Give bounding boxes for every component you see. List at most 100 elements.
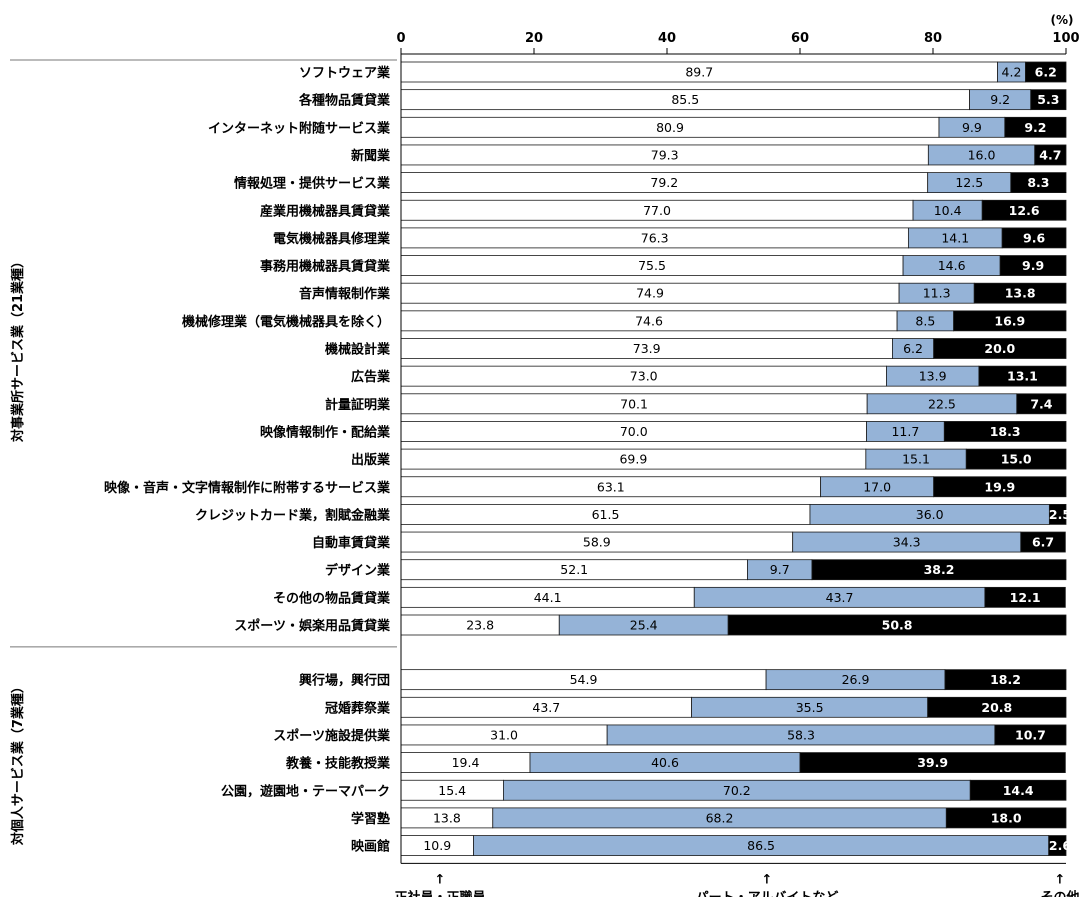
category-label: 自動車賃貸業: [312, 535, 391, 551]
data-label: 73.0: [630, 369, 658, 384]
data-label: 23.8: [466, 618, 494, 633]
data-label: 63.1: [597, 479, 625, 494]
bar-segment-2: [933, 338, 1067, 359]
data-label: 73.9: [633, 341, 661, 356]
data-label: 70.1: [620, 396, 648, 411]
data-label: 74.9: [636, 286, 664, 301]
category-label: 広告業: [351, 369, 391, 385]
data-label: 11.7: [891, 424, 919, 439]
data-label: 15.0: [1001, 452, 1032, 467]
bar-segment-2: [933, 476, 1067, 498]
data-label: 17.0: [863, 479, 891, 494]
bar-segment-2: [978, 365, 1067, 387]
category-label: 出版業: [351, 452, 391, 468]
series-arrow: ↑: [1055, 872, 1066, 887]
unit-label: (%): [1051, 13, 1074, 27]
data-label: 36.0: [916, 507, 944, 522]
data-label: 14.1: [941, 230, 969, 245]
data-label: 4.7: [1039, 147, 1061, 162]
data-label: 10.4: [934, 203, 962, 218]
data-label: 9.2: [1024, 120, 1046, 135]
bar-segment-2: [943, 421, 1067, 442]
bar-segment-2: [1004, 116, 1067, 138]
bar-segment-2: [1016, 393, 1067, 415]
data-label: 79.2: [650, 175, 678, 190]
series-label: 正社員・正職員: [394, 889, 485, 897]
data-label: 58.9: [583, 535, 611, 550]
data-label: 20.8: [981, 700, 1012, 715]
data-label: 14.4: [1003, 783, 1034, 798]
data-label: 6.7: [1032, 535, 1054, 550]
data-label: 70.0: [620, 424, 648, 439]
data-label: 54.9: [570, 672, 598, 687]
data-label: 19.4: [452, 755, 480, 770]
category-label: 産業用機械器具賃貸業: [260, 203, 391, 219]
data-label: 69.9: [619, 452, 647, 467]
data-label: 18.0: [991, 810, 1022, 825]
bar-segment-2: [799, 752, 1066, 773]
category-label: 事務用機械器具賃貸業: [260, 259, 391, 275]
category-label: 各種物品賃貸業: [298, 93, 391, 109]
data-label: 14.6: [938, 258, 966, 273]
data-label: 9.9: [1022, 258, 1044, 273]
data-label: 43.7: [826, 590, 854, 605]
bar-segment-2: [727, 614, 1067, 636]
series-arrow: ↑: [762, 872, 773, 887]
data-label: 61.5: [592, 507, 620, 522]
data-label: 9.7: [770, 562, 790, 577]
bar-segment-2: [1034, 144, 1067, 166]
data-label: 13.8: [1005, 286, 1036, 301]
category-label: クレジットカード業，割賦金融業: [195, 507, 391, 523]
data-label: 9.2: [990, 92, 1010, 107]
category-label: 情報処理・提供サービス業: [234, 176, 391, 192]
data-label: 86.5: [747, 838, 775, 853]
data-label: 16.0: [968, 147, 996, 162]
category-label: 機械設計業: [325, 342, 391, 358]
data-label: 12.5: [955, 175, 983, 190]
data-label: 18.2: [990, 672, 1021, 687]
data-label: 8.5: [915, 313, 935, 328]
bar-segment-2: [973, 282, 1067, 304]
group-label: 対事業所サービス業（21業種）: [10, 255, 26, 443]
data-label: 13.8: [433, 810, 461, 825]
data-label: 7.4: [1030, 396, 1052, 411]
data-label: 43.7: [532, 700, 560, 715]
bar-segment-2: [1020, 531, 1066, 553]
data-label: 76.3: [641, 230, 669, 245]
data-label: 8.3: [1027, 175, 1049, 190]
bar-segment-2: [944, 669, 1067, 691]
data-label: 10.9: [423, 838, 451, 853]
series-label: パート・アルバイトなど: [696, 890, 839, 897]
category-label: スポーツ施設提供業: [273, 728, 391, 744]
category-label: ソフトウェア業: [299, 65, 391, 81]
category-label: その他の物品賃貸業: [273, 590, 391, 606]
data-label: 39.9: [917, 755, 948, 770]
series-arrow: ↑: [435, 872, 446, 887]
x-tick-label: 80: [924, 31, 942, 46]
data-label: 44.1: [534, 590, 562, 605]
series-label: その他: [1040, 889, 1079, 897]
category-label: 興行場，興行団: [299, 673, 390, 689]
data-label: 6.2: [903, 341, 923, 356]
data-label: 12.1: [1010, 590, 1041, 605]
bar-segment-2: [1030, 89, 1067, 111]
data-label: 74.6: [635, 313, 663, 328]
data-label: 18.3: [990, 424, 1021, 439]
data-label: 89.7: [685, 65, 713, 80]
x-tick-label: 100: [1052, 31, 1079, 46]
bar-segment-2: [1010, 172, 1067, 194]
data-label: 85.5: [671, 92, 699, 107]
category-label: 電気機械器具修理業: [273, 231, 391, 247]
data-label: 40.6: [651, 755, 679, 770]
category-label: インターネット附随サービス業: [208, 120, 391, 136]
category-label: 計量証明業: [325, 397, 391, 413]
data-label: 70.2: [723, 783, 751, 798]
bar-segment-2: [1048, 835, 1067, 856]
category-label: 冠婚葬祭業: [325, 700, 391, 716]
bar-segment-2: [1048, 503, 1067, 525]
bar-segment-2: [965, 448, 1067, 470]
bar-segment-2: [953, 310, 1067, 332]
category-label: デザイン業: [325, 563, 391, 579]
